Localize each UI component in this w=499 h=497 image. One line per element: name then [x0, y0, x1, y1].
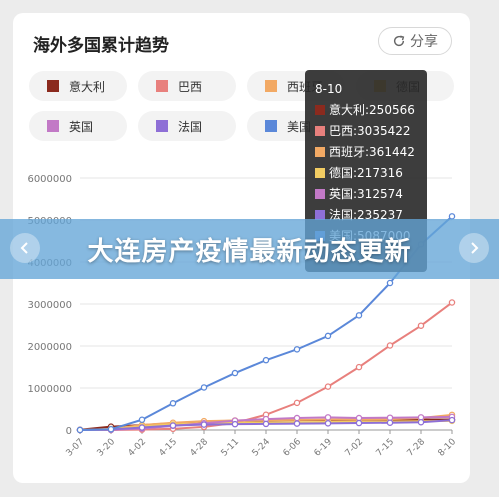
- tooltip-value: 意大利:250566: [329, 103, 415, 117]
- data-point: [386, 279, 394, 287]
- x-tick-label: 5-11: [220, 437, 242, 459]
- data-point: [200, 384, 208, 391]
- x-tick-label: 3-20: [96, 437, 118, 459]
- legend-label: 巴西: [178, 79, 203, 94]
- data-point: [231, 369, 239, 377]
- legend-swatch: [156, 120, 168, 132]
- data-point: [169, 422, 177, 429]
- tooltip-swatch: [315, 167, 325, 178]
- share-label: 分享: [410, 34, 438, 50]
- tooltip-value: 英国:312574: [329, 187, 403, 201]
- data-point: [355, 363, 363, 371]
- tooltip-date: 8-10: [315, 81, 343, 96]
- y-tick-label: 3000000: [27, 300, 72, 311]
- chart-title: 海外多国累计趋势: [33, 36, 169, 56]
- banner-text: 大连房产疫情最新动态更新: [87, 236, 412, 267]
- x-tick-label: 7-28: [406, 437, 428, 459]
- legend-item[interactable]: 意大利: [29, 71, 127, 101]
- tooltip-row: 英国:312574: [315, 183, 417, 204]
- legend-label: 意大利: [69, 79, 106, 94]
- tooltip-swatch: [315, 104, 325, 115]
- y-tick-label: 6000000: [27, 174, 72, 185]
- legend-swatch: [265, 80, 277, 92]
- data-point: [324, 414, 332, 421]
- x-tick-label: 6-06: [282, 437, 304, 459]
- x-tick-label: 5-24: [251, 437, 273, 459]
- x-tick-label: 7-02: [344, 437, 366, 459]
- y-tick-label: 2000000: [27, 342, 72, 353]
- tooltip-swatch: [315, 125, 325, 136]
- next-arrow-button[interactable]: [459, 233, 489, 263]
- legend-item[interactable]: 法国: [138, 111, 236, 141]
- data-point: [293, 414, 301, 422]
- tooltip-row: 意大利:250566: [315, 99, 417, 120]
- tooltip-row: 德国:217316: [315, 162, 417, 183]
- legend-item[interactable]: 英国: [29, 111, 127, 141]
- prev-arrow-button[interactable]: [10, 233, 40, 263]
- legend-label: 法国: [178, 119, 203, 134]
- x-tick-label: 7-15: [375, 437, 397, 459]
- data-point: [76, 426, 84, 434]
- data-point: [293, 346, 301, 353]
- y-tick-label: 1000000: [27, 384, 72, 395]
- x-tick-label: 6-19: [313, 437, 335, 459]
- legend-item[interactable]: 巴西: [138, 71, 236, 101]
- data-point: [355, 312, 363, 319]
- tooltip-swatch: [315, 209, 325, 220]
- data-point: [417, 418, 425, 426]
- share-button[interactable]: 分享: [378, 27, 452, 55]
- tooltip-swatch: [315, 146, 325, 157]
- data-point: [138, 416, 146, 424]
- overlay-banner: 大连房产疫情最新动态更新: [0, 219, 499, 279]
- tooltip-row: 西班牙:361442: [315, 141, 417, 162]
- x-tick-label: 8-10: [437, 437, 459, 459]
- tooltip-row: 巴西:3035422: [315, 120, 417, 141]
- data-point: [262, 356, 270, 364]
- data-point: [293, 399, 301, 407]
- x-tick-label: 4-02: [127, 437, 149, 459]
- x-tick-label: 3-07: [65, 437, 87, 459]
- data-point: [262, 420, 270, 428]
- tooltip-value: 西班牙:361442: [329, 145, 415, 159]
- data-point: [107, 425, 115, 433]
- legend-label: 英国: [69, 119, 94, 134]
- data-point: [417, 322, 425, 329]
- data-point: [448, 213, 456, 220]
- data-point: [355, 419, 363, 427]
- x-tick-label: 4-15: [158, 437, 180, 459]
- legend-swatch: [47, 120, 59, 132]
- data-point: [324, 420, 332, 427]
- data-point: [169, 400, 177, 407]
- data-point: [138, 424, 146, 431]
- series-line: [79, 301, 453, 431]
- legend-swatch: [47, 80, 59, 92]
- data-point: [231, 420, 239, 428]
- data-point: [293, 420, 301, 427]
- data-point: [324, 383, 332, 390]
- tooltip-value: 法国:235237: [329, 208, 403, 222]
- tooltip-value: 巴西:3035422: [329, 124, 411, 138]
- legend-swatch: [265, 120, 277, 132]
- chevron-right-icon: [471, 242, 479, 254]
- tooltip-value: 德国:217316: [329, 166, 403, 180]
- data-point: [386, 419, 394, 426]
- tooltip-row: 法国:235237: [315, 204, 417, 225]
- data-point: [448, 299, 456, 306]
- data-point: [324, 332, 332, 340]
- data-point: [200, 421, 208, 428]
- tooltip-swatch: [315, 188, 325, 199]
- y-tick-label: 0: [66, 426, 72, 437]
- data-point: [448, 416, 456, 424]
- data-point: [386, 342, 394, 349]
- chevron-left-icon: [20, 242, 28, 254]
- legend-swatch: [156, 80, 168, 92]
- x-tick-label: 4-28: [189, 437, 211, 459]
- share-icon: [393, 35, 405, 47]
